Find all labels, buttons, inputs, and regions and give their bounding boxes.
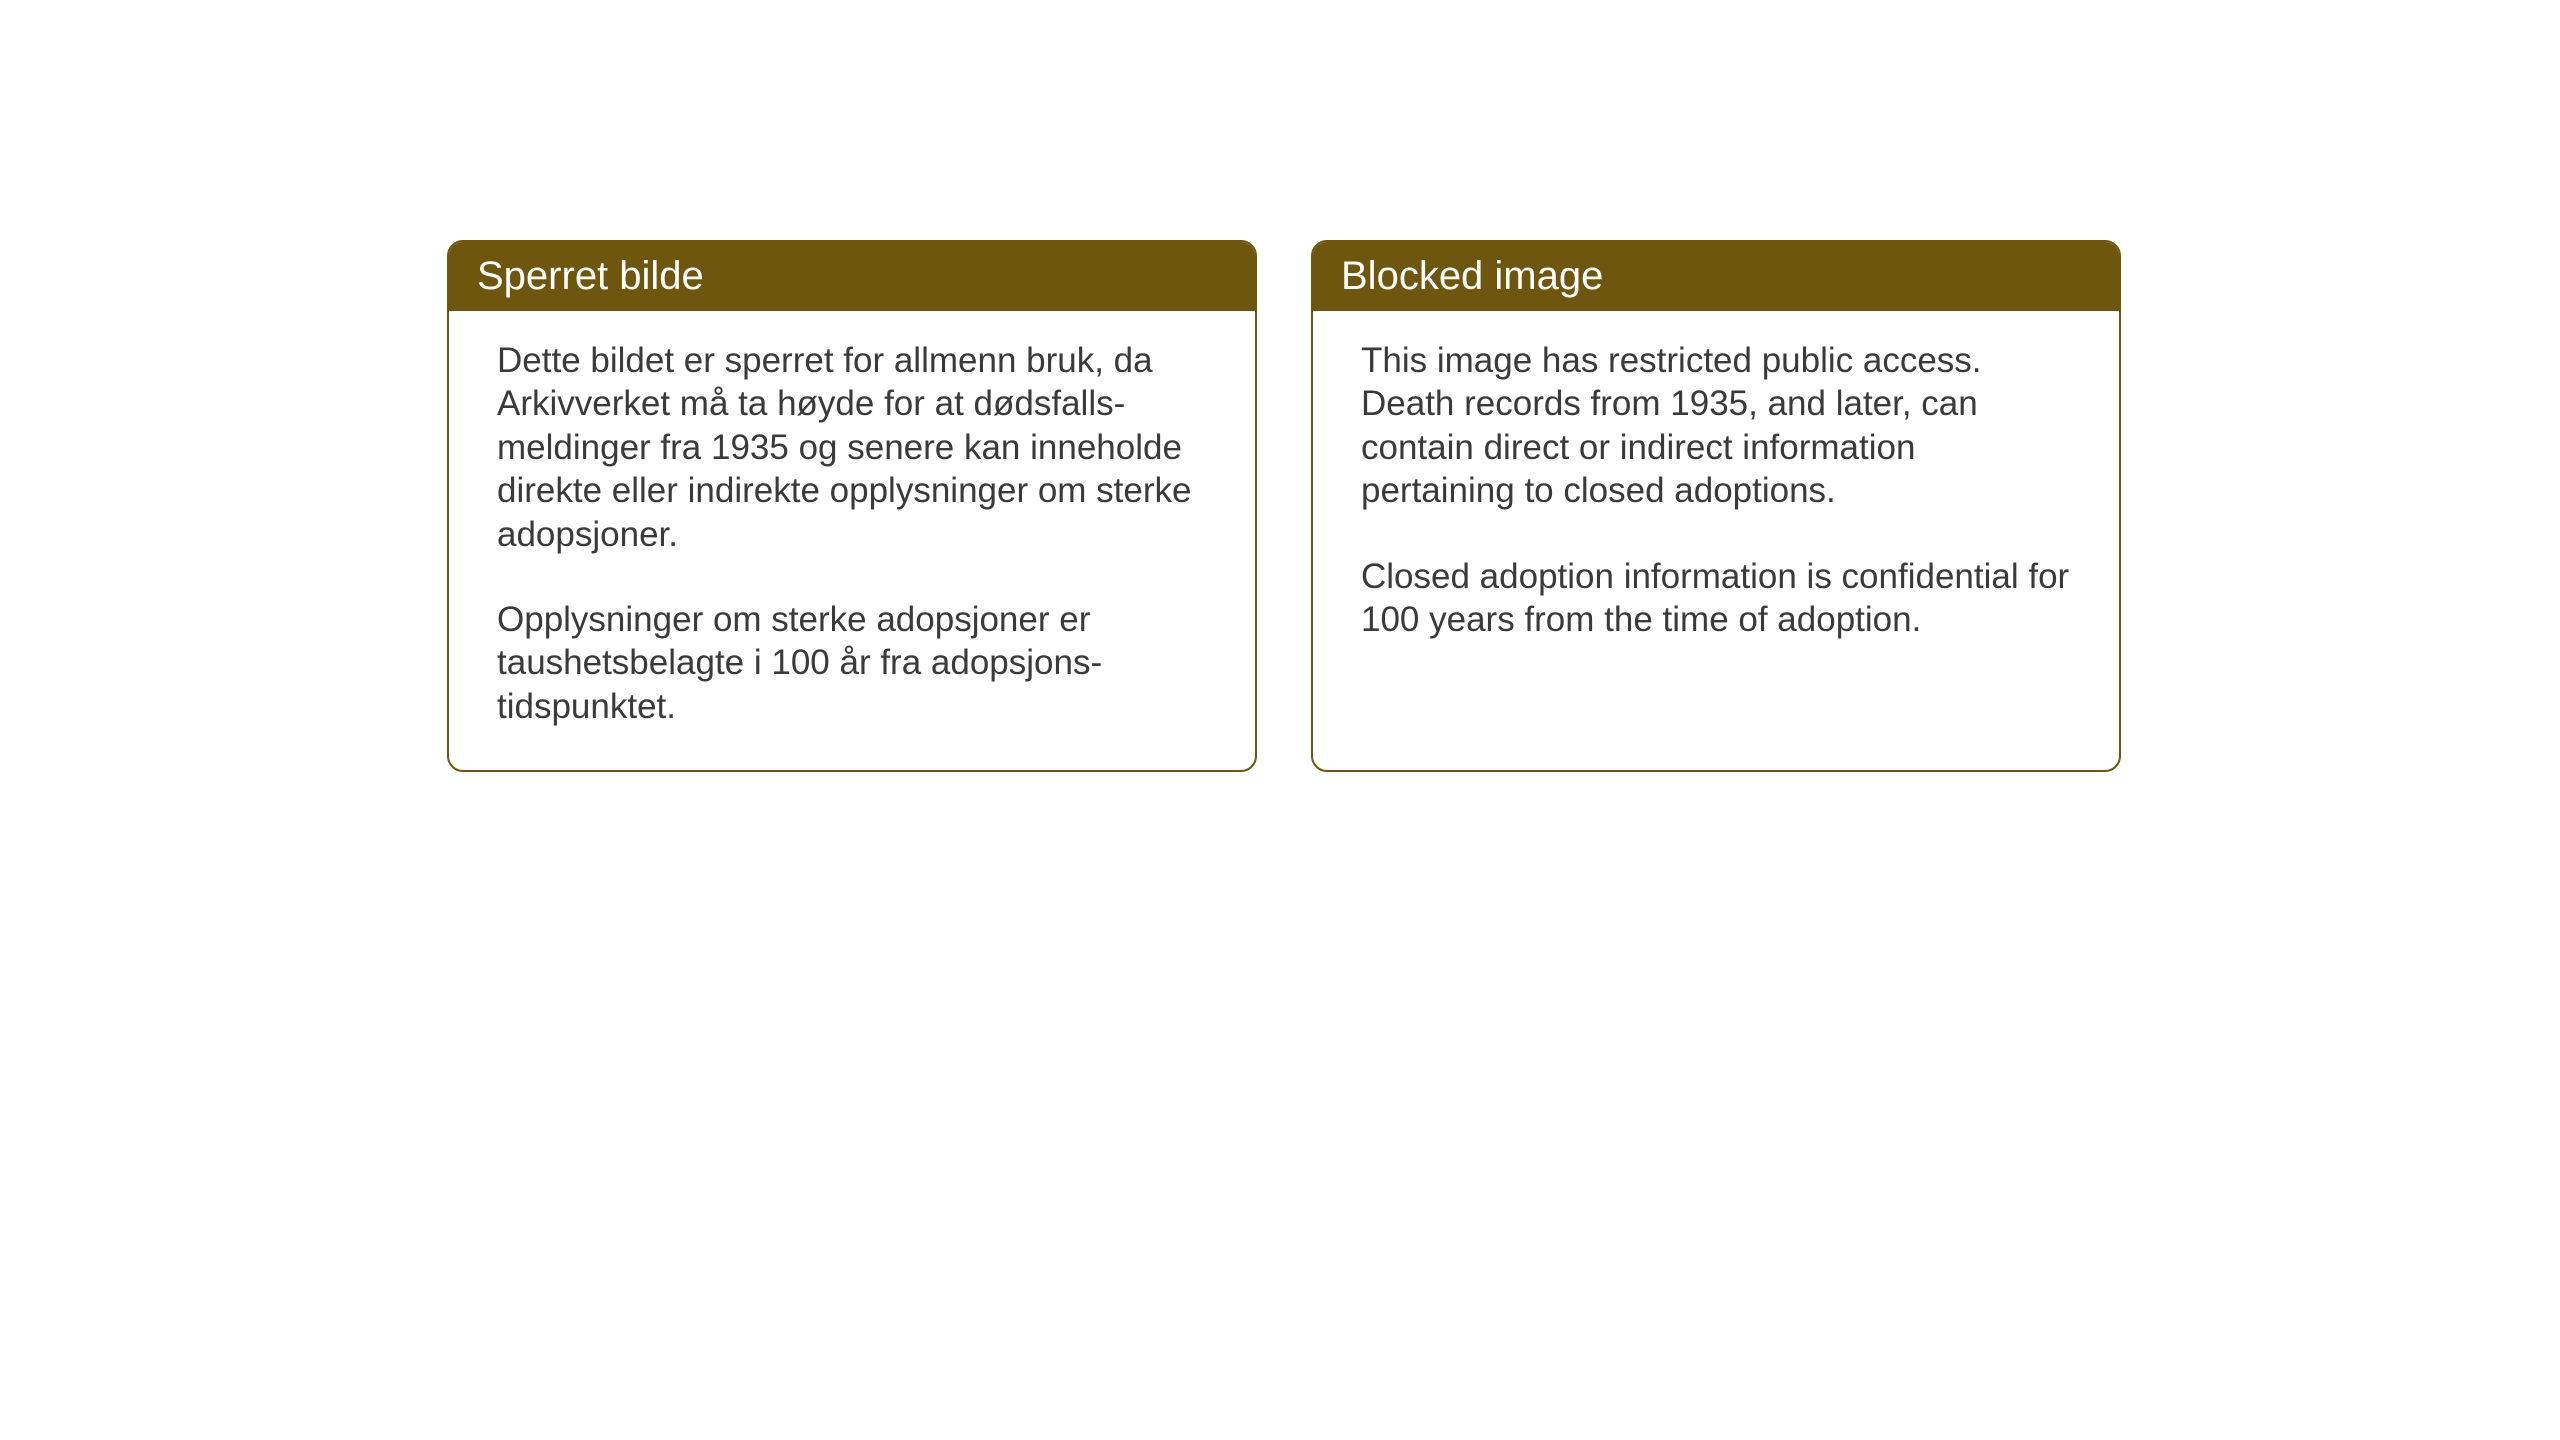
- notice-body-english: This image has restricted public access.…: [1313, 311, 2119, 711]
- notice-paragraph-1-norwegian: Dette bildet er sperret for allmenn bruk…: [497, 339, 1207, 556]
- notice-header-norwegian: Sperret bilde: [449, 242, 1255, 311]
- notice-paragraph-1-english: This image has restricted public access.…: [1361, 339, 2071, 513]
- notice-card-norwegian: Sperret bilde Dette bildet er sperret fo…: [447, 240, 1257, 772]
- notice-paragraph-2-english: Closed adoption information is confident…: [1361, 555, 2071, 642]
- notice-header-english: Blocked image: [1313, 242, 2119, 311]
- notice-container: Sperret bilde Dette bildet er sperret fo…: [447, 240, 2121, 772]
- notice-title-english: Blocked image: [1341, 254, 1603, 298]
- notice-body-norwegian: Dette bildet er sperret for allmenn bruk…: [449, 311, 1255, 770]
- notice-paragraph-2-norwegian: Opplysninger om sterke adopsjoner er tau…: [497, 598, 1207, 728]
- notice-title-norwegian: Sperret bilde: [477, 254, 704, 298]
- notice-card-english: Blocked image This image has restricted …: [1311, 240, 2121, 772]
